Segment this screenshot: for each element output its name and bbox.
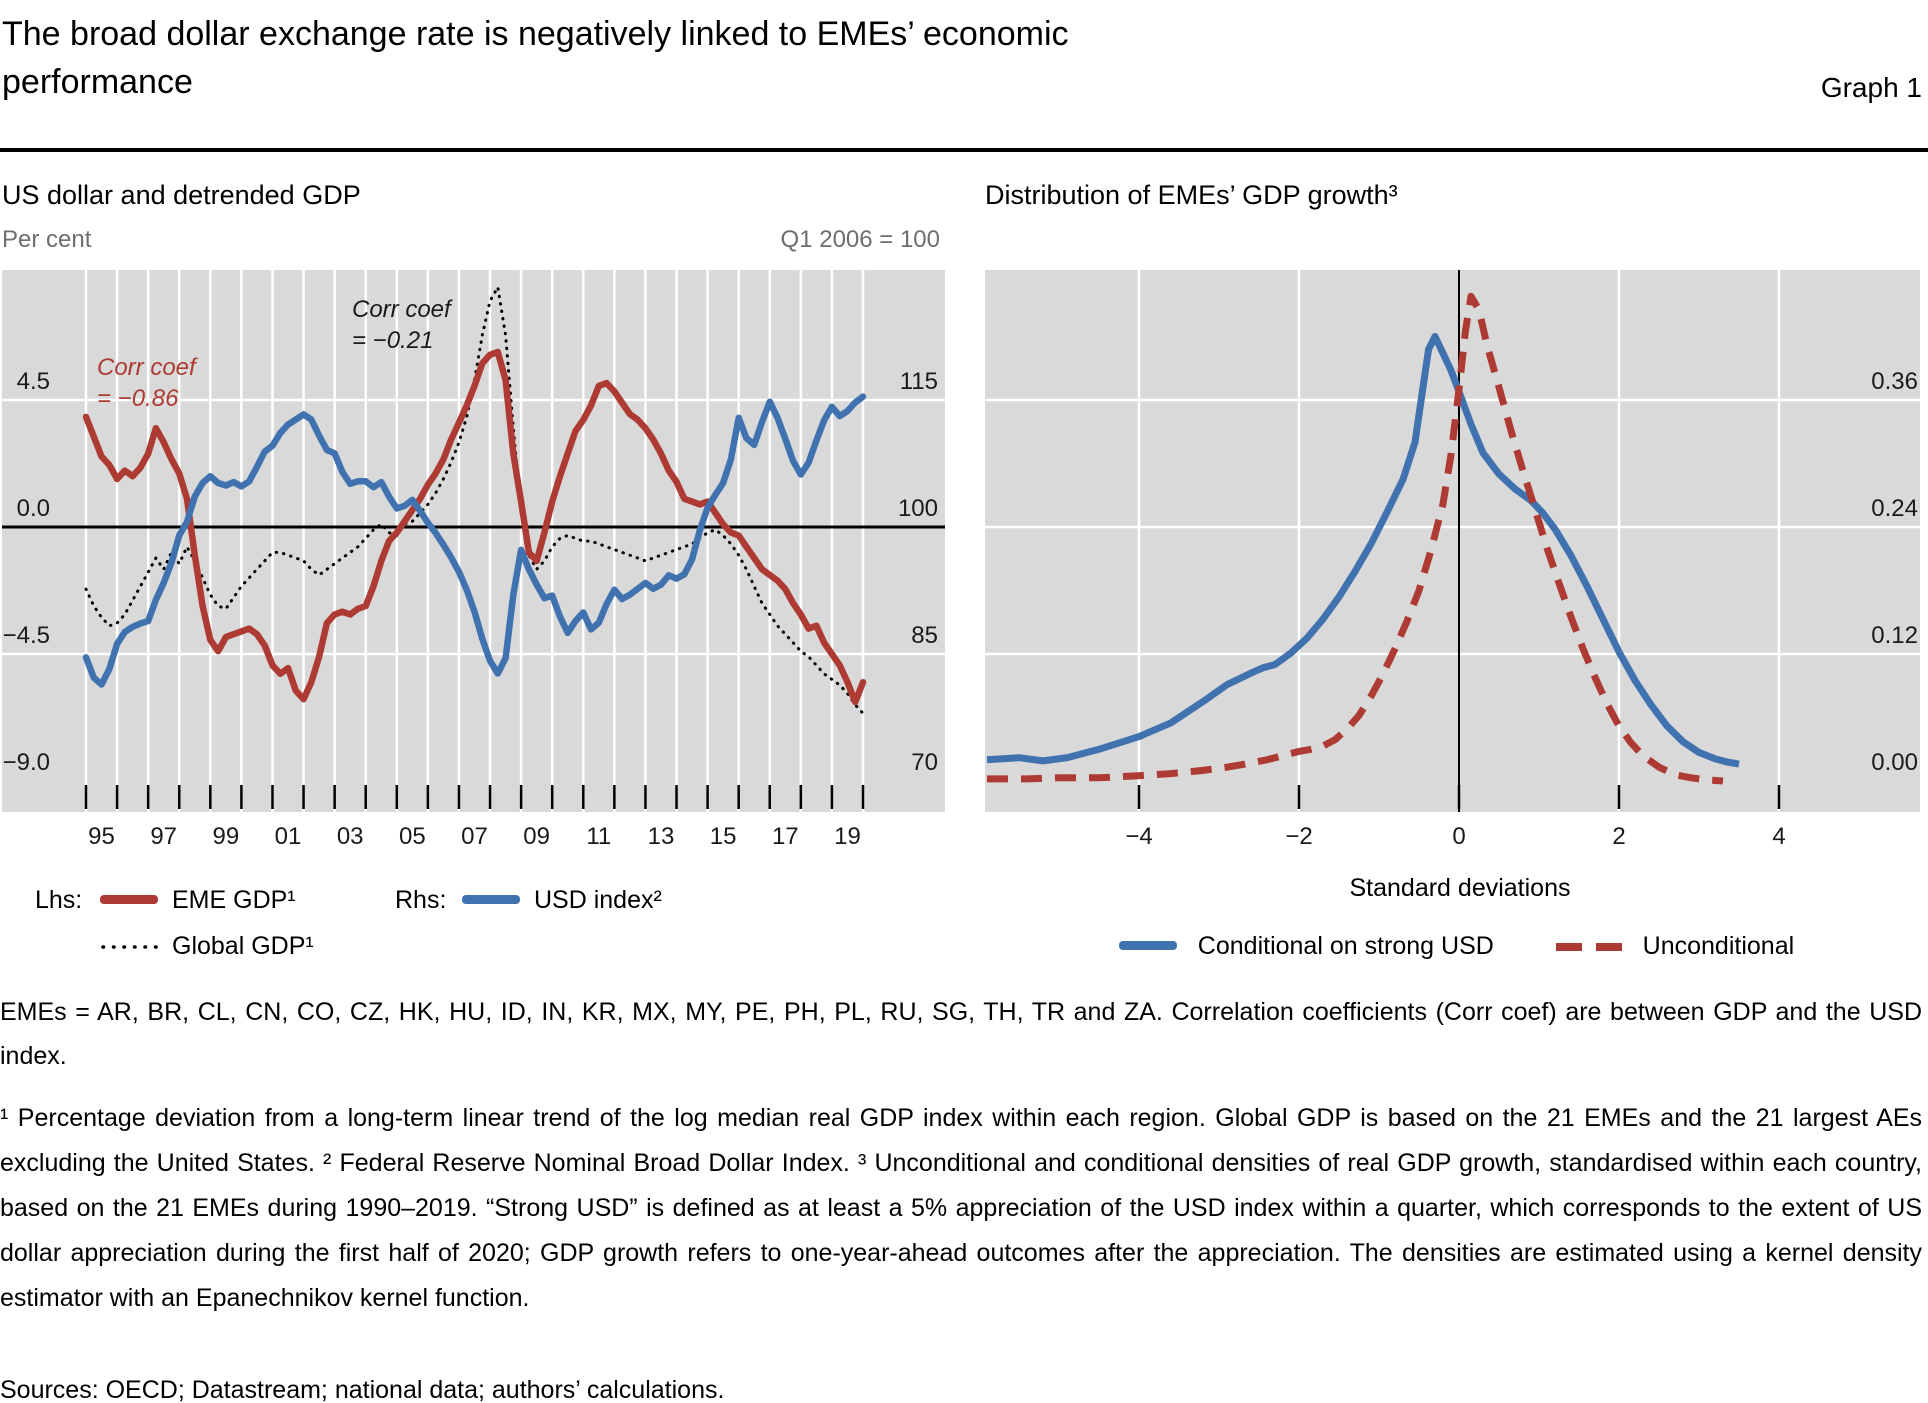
eme-gdp-line-swatch <box>100 884 158 916</box>
footnote-emes-definition: EMEs = AR, BR, CL, CN, CO, CZ, HK, HU, I… <box>0 998 1922 1070</box>
global-gdp-dotted-swatch <box>100 930 158 962</box>
tick-label: −9.0 <box>2 749 50 776</box>
left-panel-title: US dollar and detrended GDP <box>2 180 361 210</box>
corr-coef-eme-line1: Corr coef <box>97 354 196 381</box>
tick-label: 03 <box>336 823 364 850</box>
tick-label: 97 <box>150 823 178 850</box>
right-legend-row: Conditional on strong USD Unconditional <box>985 930 1928 962</box>
tick-label: 4 <box>1772 823 1786 850</box>
legend-global-gdp-label: Global GDP¹ <box>172 932 314 960</box>
left-legend-row2: Global GDP¹ <box>0 930 950 962</box>
usd-index-line-swatch <box>462 884 520 916</box>
right-chart-x-axis-labels: −4 −2 0 2 4 <box>985 822 1928 852</box>
tick-label: −2 <box>1285 823 1313 850</box>
tick-label: 17 <box>771 823 799 850</box>
tick-label: 0.24 <box>1871 495 1918 522</box>
right-panel-title: Distribution of EMEs’ GDP growth³ <box>985 180 1398 210</box>
tick-label: −4.5 <box>2 622 50 649</box>
right-chart-x-axis-title: Standard deviations <box>1349 874 1571 902</box>
tick-label: 99 <box>212 823 240 850</box>
tick-label: 85 <box>911 622 938 649</box>
tick-label: 115 <box>899 368 938 395</box>
tick-label: −4 <box>1125 823 1153 850</box>
tick-label: 01 <box>274 823 302 850</box>
legend-lhs-label: Lhs: <box>35 886 83 914</box>
legend-conditional-label: Conditional on strong USD <box>1197 932 1494 960</box>
tick-label: 0 <box>1452 823 1466 850</box>
legend-rhs-label: Rhs: <box>395 886 447 914</box>
tick-label: 0.36 <box>1871 368 1918 395</box>
tick-label: 15 <box>709 823 737 850</box>
left-axis-unit-label: Per cent <box>2 226 92 253</box>
corr-coef-eme-annotation: Corr coef = −0.86 <box>97 352 196 414</box>
tick-label: 100 <box>897 495 938 522</box>
corr-coef-global-line1: Corr coef <box>352 296 451 323</box>
tick-label: 0.12 <box>1871 622 1918 649</box>
tick-label: 11 <box>586 823 612 850</box>
page-title-line1: The broad dollar exchange rate is negati… <box>2 15 1069 53</box>
tick-label: 07 <box>461 823 488 850</box>
tick-label: 0.0 <box>16 495 50 522</box>
right-axis-unit-label: Q1 2006 = 100 <box>780 226 940 253</box>
sources-line: Sources: OECD; Datastream; national data… <box>0 1376 725 1403</box>
corr-coef-global-line2: = −0.21 <box>352 327 434 354</box>
left-chart <box>2 270 945 812</box>
tick-label: 05 <box>398 823 426 850</box>
corr-coef-eme-line2: = −0.86 <box>97 385 179 412</box>
tick-label: 70 <box>911 749 938 776</box>
dotted-line-icon <box>101 945 158 950</box>
footnote-numbered-notes: ¹ Percentage deviation from a long-term … <box>0 1104 1922 1312</box>
corr-coef-global-annotation: Corr coef = −0.21 <box>352 294 451 356</box>
tick-label: 09 <box>523 823 550 850</box>
legend-unconditional-item: Unconditional <box>1555 932 1795 960</box>
page-title-line2: performance <box>2 63 193 101</box>
tick-label: 19 <box>834 823 861 850</box>
legend-conditional-item: Conditional on strong USD <box>1118 932 1501 960</box>
tick-label: 4.5 <box>16 368 50 395</box>
graph-number-label: Graph 1 <box>1820 72 1922 103</box>
legend-usd-index-label: USD index² <box>534 886 662 914</box>
left-legend-row1: Lhs: EME GDP¹ Rhs: USD index² <box>0 884 950 916</box>
title-divider-rule <box>0 148 1928 152</box>
tick-label: 95 <box>88 823 115 850</box>
legend-eme-gdp-label: EME GDP¹ <box>172 886 296 914</box>
legend-unconditional-label: Unconditional <box>1642 932 1795 960</box>
dashed-line-icon <box>1555 943 1622 952</box>
tick-label: 0.00 <box>1871 749 1918 776</box>
left-chart-x-axis-labels: 95 97 99 01 03 05 07 09 11 13 15 17 19 <box>0 822 950 852</box>
tick-label: 13 <box>647 823 675 850</box>
tick-label: 2 <box>1612 823 1626 850</box>
right-chart <box>985 270 1920 812</box>
conditional-line-swatch <box>1118 940 1177 950</box>
